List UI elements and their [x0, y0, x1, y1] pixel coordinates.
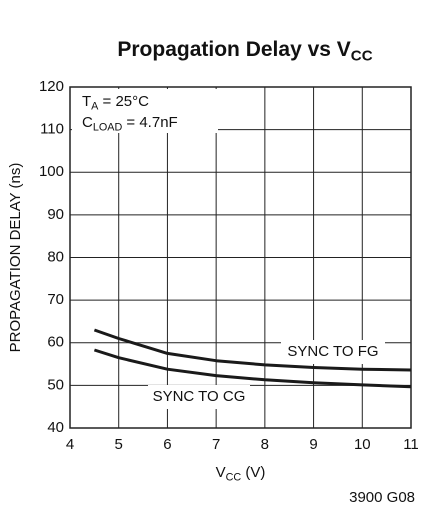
x-tick-label: 8	[261, 436, 269, 453]
y-tick-label: 110	[40, 121, 64, 138]
y-axis-label: PROPAGATION DELAY (ns)	[7, 163, 24, 353]
subscript: CC	[226, 471, 242, 483]
footnote: 3900 G08	[349, 489, 415, 506]
x-tick-label: 6	[163, 436, 171, 453]
label-box	[281, 340, 385, 364]
x-axis-label: VCC (V)	[216, 464, 266, 483]
x-tick-label: 9	[309, 436, 317, 453]
data-line	[93, 328, 412, 372]
series-label: SYNC TO FG	[287, 343, 378, 360]
subscript: CC	[351, 47, 373, 64]
x-tick-label: 10	[354, 436, 371, 453]
text-part: C	[82, 114, 93, 131]
text-part: T	[82, 93, 91, 110]
chart-title: Propagation Delay vs VCC	[117, 38, 372, 65]
y-tick-label: 90	[47, 206, 64, 223]
annotation-box	[72, 89, 218, 133]
series-label: SYNC TO CG	[153, 388, 246, 405]
y-tick-label: 60	[47, 334, 64, 351]
subscript: LOAD	[93, 121, 123, 133]
y-tick-label: 100	[39, 163, 64, 180]
x-tick-label: 11	[403, 436, 419, 453]
y-tick-label: 40	[47, 419, 64, 436]
text-part: (V)	[241, 464, 265, 481]
y-tick-label: 120	[39, 78, 64, 95]
subscript: A	[91, 100, 99, 112]
label-box	[148, 385, 250, 409]
text-part: Propagation Delay vs V	[117, 38, 350, 61]
y-tick-label: 80	[47, 248, 64, 265]
text-part: = 4.7nF	[122, 114, 177, 131]
annotation: TA = 25°C	[82, 93, 149, 112]
text-part: V	[216, 464, 226, 481]
x-tick-label: 4	[66, 436, 74, 453]
x-tick-label: 7	[212, 436, 220, 453]
text-part: = 25°C	[98, 93, 149, 110]
annotation: CLOAD = 4.7nF	[82, 114, 178, 133]
data-line	[93, 348, 412, 389]
x-tick-label: 5	[115, 436, 123, 453]
plot-frame	[69, 86, 412, 429]
y-tick-label: 50	[47, 376, 64, 393]
y-tick-label: 70	[47, 291, 64, 308]
